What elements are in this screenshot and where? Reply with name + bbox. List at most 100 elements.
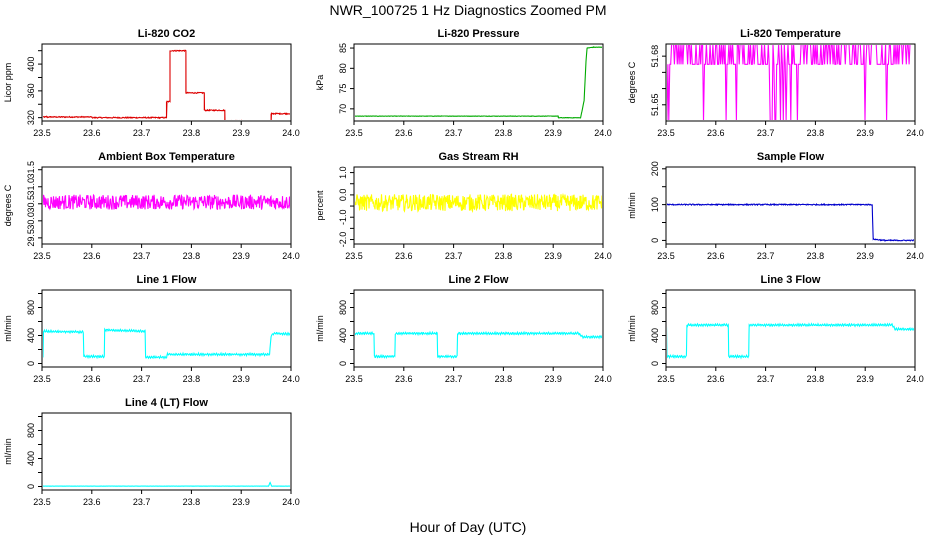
x-tick-label: 23.7 — [133, 251, 151, 261]
y-tick-label: 30.0 — [26, 212, 36, 230]
panel-title: Gas Stream RH — [438, 151, 518, 163]
panel-7: Line 2 Flow ml/min 23.5 23.6 23.7 23.8 23.9 24.… — [315, 274, 612, 384]
series-line — [43, 327, 290, 360]
x-tick-label: 23.5 — [345, 374, 363, 384]
panel-2: Li-820 Temperature degrees C 23.5 23.6 23.7 2… — [627, 28, 924, 138]
x-tick-label: 24.0 — [594, 374, 612, 384]
plot-frame — [353, 43, 604, 122]
series-line — [667, 322, 914, 360]
x-tick-label: 23.7 — [445, 251, 463, 261]
panel-3: Ambient Box Temperature degrees C 23.5 23.6… — [3, 151, 300, 261]
x-tick-label: 23.9 — [544, 251, 562, 261]
y-tick-label: 400 — [338, 328, 348, 343]
y-tick-label: 0 — [650, 238, 660, 243]
x-tick-label: 23.6 — [83, 251, 101, 261]
y-tick-label: 100 — [650, 197, 660, 212]
y-tick-label: 320 — [26, 110, 36, 125]
y-tick-label: 800 — [26, 300, 36, 315]
y-tick-label: 0 — [26, 484, 36, 489]
x-tick-label: 23.5 — [345, 128, 363, 138]
panel-title: Sample Flow — [757, 151, 825, 163]
x-tick-label: 23.5 — [33, 251, 51, 261]
series-line — [43, 481, 290, 487]
y-tick-label: 85 — [338, 43, 348, 53]
y-tick-label: 51.68 — [650, 45, 660, 68]
x-tick-label: 23.8 — [183, 374, 201, 384]
x-tick-label: 23.8 — [807, 128, 825, 138]
y-tick-label: 200 — [650, 161, 660, 176]
x-tick-label: 24.0 — [906, 128, 924, 138]
y-tick-label: 0 — [338, 361, 348, 366]
series-line — [355, 192, 602, 213]
plot-frame — [41, 166, 292, 245]
x-tick-label: 23.5 — [657, 251, 675, 261]
x-tick-label: 24.0 — [282, 497, 300, 507]
x-tick-label: 23.6 — [395, 251, 413, 261]
y-tick-label: 0.0 — [338, 189, 348, 202]
x-tick-label: 23.9 — [232, 128, 250, 138]
panel-title: Line 4 (LT) Flow — [125, 397, 208, 409]
y-tick-label: 75 — [338, 84, 348, 94]
panel-8: Line 3 Flow ml/min 23.5 23.6 23.7 23.8 23.9 24.… — [627, 274, 924, 384]
x-tick-label: 23.8 — [183, 251, 201, 261]
plot-frame — [665, 166, 916, 245]
panel-title: Line 3 Flow — [761, 274, 821, 286]
y-tick-label: 800 — [650, 300, 660, 315]
y-axis-label: degrees C — [627, 61, 637, 103]
panel-4: Gas Stream RH percent 23.5 23.6 23.7 23.8 23.9… — [315, 151, 612, 261]
y-axis-label: ml/min — [315, 315, 325, 342]
y-tick-label: -1.0 — [338, 209, 348, 225]
x-tick-label: 23.7 — [445, 128, 463, 138]
x-tick-label: 23.6 — [83, 374, 101, 384]
x-tick-label: 23.7 — [133, 128, 151, 138]
x-tick-label: 23.6 — [83, 128, 101, 138]
panel-title: Li-820 CO2 — [138, 28, 195, 40]
plot-frame — [353, 166, 604, 245]
x-tick-label: 23.9 — [232, 374, 250, 384]
x-tick-label: 23.9 — [856, 374, 874, 384]
y-axis-label: Licor ppm — [3, 63, 13, 103]
series-line — [355, 45, 602, 119]
x-tick-label: 24.0 — [594, 128, 612, 138]
y-tick-label: 30.5 — [26, 195, 36, 213]
figure-title: NWR_100725 1 Hz Diagnostics Zoomed PM — [329, 2, 607, 18]
x-tick-label: 23.7 — [757, 128, 775, 138]
x-tick-label: 23.5 — [33, 374, 51, 384]
x-tick-label: 23.7 — [133, 374, 151, 384]
panel-title: Li-820 Pressure — [438, 28, 520, 40]
x-tick-label: 23.6 — [707, 128, 725, 138]
x-tick-label: 23.7 — [133, 497, 151, 507]
x-tick-label: 23.9 — [232, 497, 250, 507]
y-tick-label: 70 — [338, 104, 348, 114]
y-tick-label: 400 — [26, 328, 36, 343]
x-tick-label: 23.9 — [856, 251, 874, 261]
panel-title: Li-820 Temperature — [740, 28, 841, 40]
y-tick-label: 1.0 — [338, 166, 348, 179]
x-axis-caption: Hour of Day (UTC) — [409, 519, 527, 535]
panel-title: Line 2 Flow — [449, 274, 509, 286]
y-tick-label: 800 — [26, 423, 36, 438]
x-tick-label: 23.6 — [707, 374, 725, 384]
x-tick-label: 23.8 — [807, 251, 825, 261]
x-tick-label: 23.9 — [544, 128, 562, 138]
x-tick-label: 24.0 — [282, 251, 300, 261]
y-tick-label: 80 — [338, 63, 348, 73]
x-tick-label: 23.8 — [495, 374, 513, 384]
y-axis-label: degrees C — [3, 184, 13, 226]
x-tick-label: 23.8 — [495, 251, 513, 261]
x-tick-label: 23.6 — [83, 497, 101, 507]
x-tick-label: 24.0 — [906, 251, 924, 261]
panel-title: Line 1 Flow — [137, 274, 197, 286]
series-line — [43, 49, 290, 120]
plot-frame — [41, 412, 292, 491]
x-tick-label: 24.0 — [906, 374, 924, 384]
x-tick-label: 23.8 — [183, 128, 201, 138]
plot-frame — [41, 43, 292, 122]
y-tick-label: 51.65 — [650, 94, 660, 117]
x-tick-label: 24.0 — [594, 251, 612, 261]
x-tick-label: 24.0 — [282, 374, 300, 384]
x-tick-label: 23.6 — [395, 374, 413, 384]
y-tick-label: 29.5 — [26, 229, 36, 247]
panel-1: Li-820 Pressure kPa 23.5 23.6 23.7 23.8 23.9 24… — [315, 28, 612, 138]
